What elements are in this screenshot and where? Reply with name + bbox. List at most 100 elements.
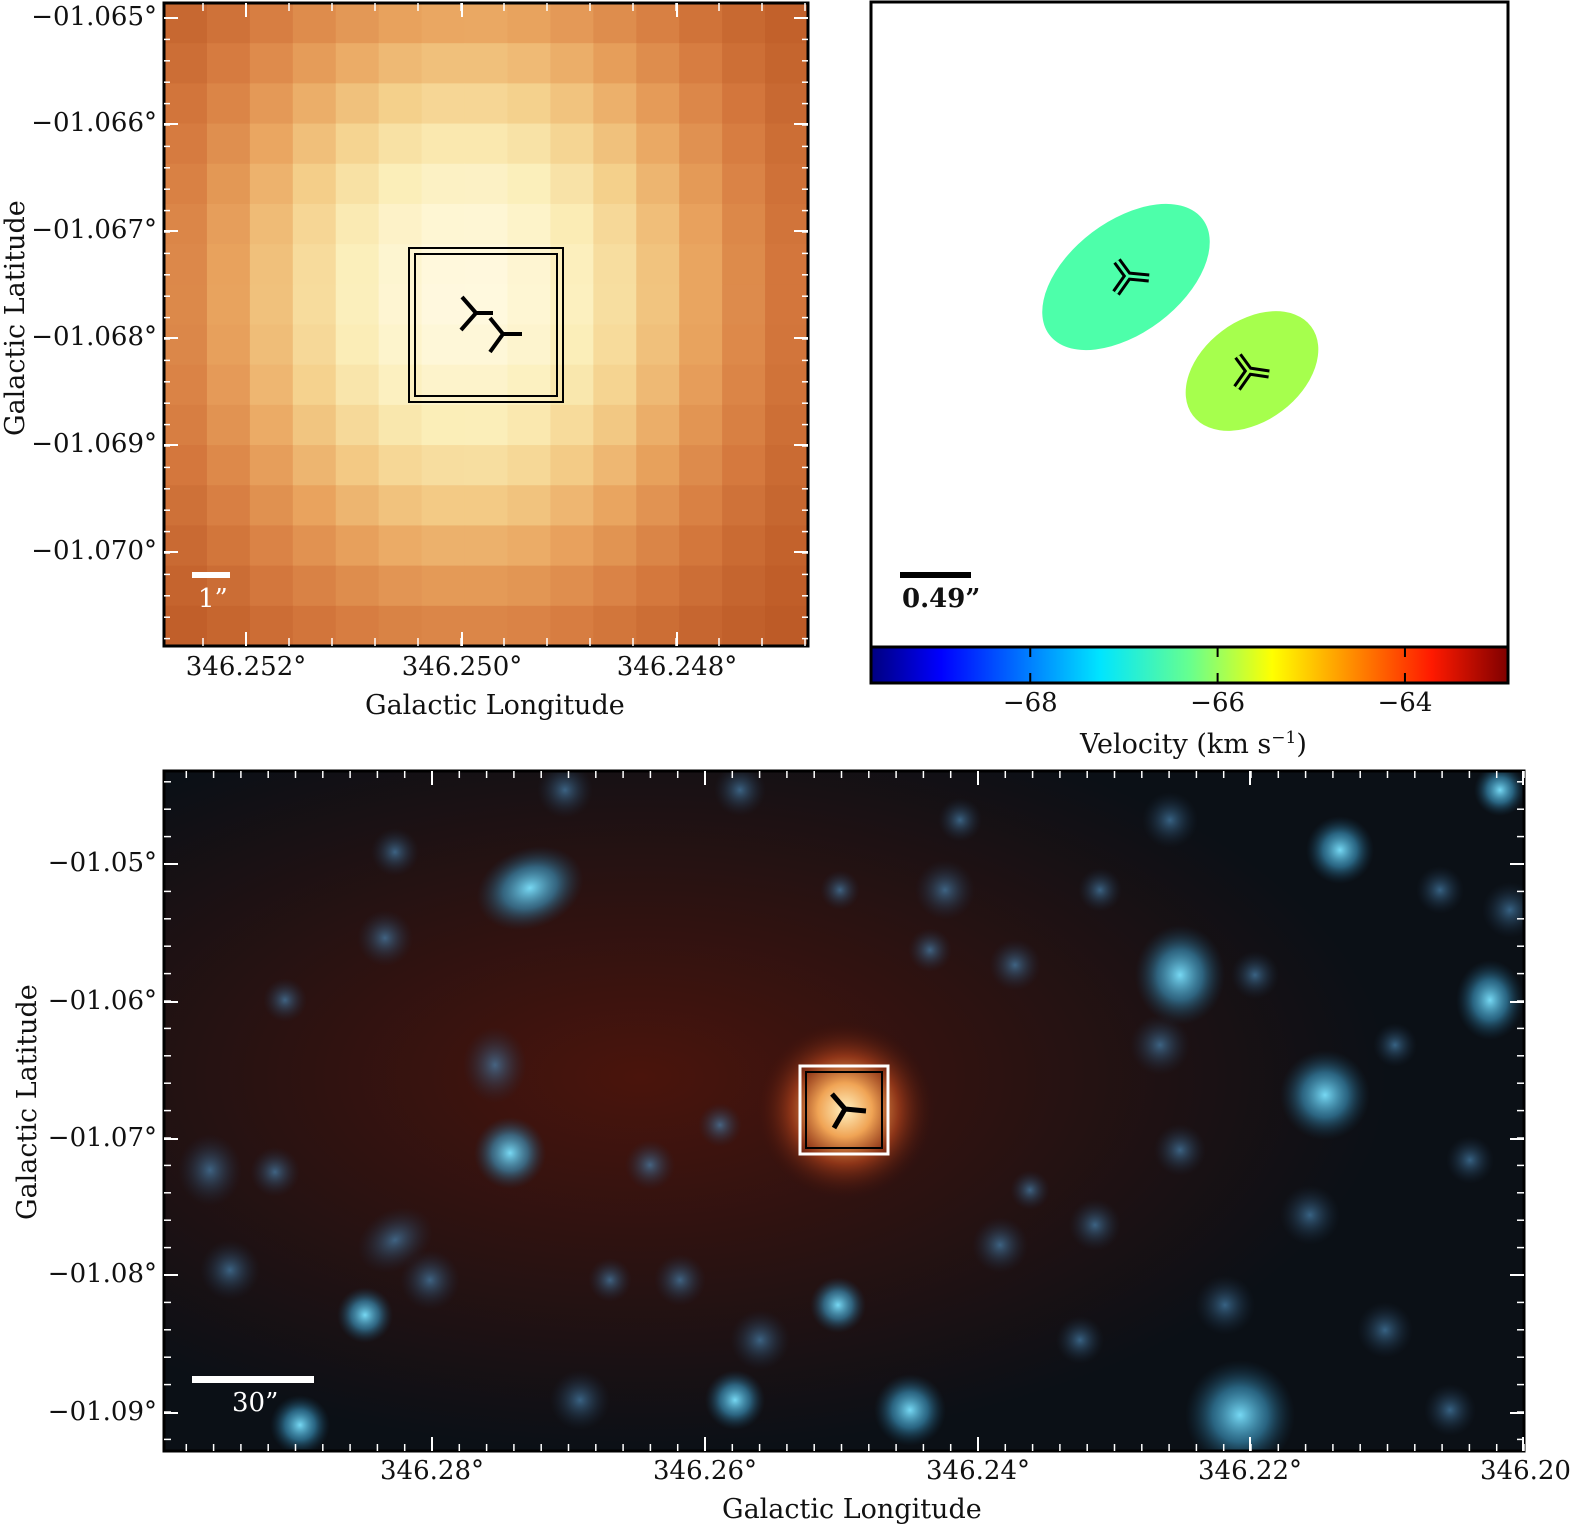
image-pixel [679,445,723,486]
star [1154,1124,1206,1176]
star [989,939,1041,991]
image-pixel [249,525,294,567]
image-pixel [765,123,809,165]
image-pixel [206,163,251,205]
image-pixel [636,445,680,486]
image-pixel [421,404,466,446]
image-pixel [378,605,423,647]
image-pixel [464,565,509,607]
image-pixel [335,445,380,486]
image-pixel [593,404,637,446]
image-pixel [249,3,294,44]
image-pixel [507,284,551,326]
image-pixel [765,605,809,647]
pixel-grid [164,3,809,647]
image-pixel [722,364,766,406]
image-pixel [550,123,594,165]
image-pixel [636,525,680,567]
image-pixel [679,324,723,366]
y-axis-title: Galactic Latitude [12,984,43,1220]
image-pixel [765,364,809,406]
image-pixel [765,565,809,607]
colorbar-tick-label: −66 [1190,688,1246,718]
star [1474,771,1524,816]
x-tick-label: 346.250° [401,652,523,682]
image-pixel [292,525,337,567]
image-pixel [593,525,637,567]
image-pixel [335,525,380,567]
image-pixel [722,83,766,125]
image-pixel [593,445,637,486]
x-tick-label: 346.252° [185,652,307,682]
star [337,1287,393,1343]
image-pixel [164,364,208,406]
image-pixel [679,163,723,205]
image-pixel [249,284,294,326]
image-pixel [593,605,637,647]
image-pixel [164,324,208,366]
image-pixel [378,43,423,84]
image-pixel [636,404,680,446]
image-pixel [421,445,466,486]
image-pixel [335,43,380,84]
star [400,1250,460,1310]
image-pixel [464,3,509,44]
source-box [408,247,564,403]
image-pixel [507,485,551,527]
image-pixel [593,3,637,44]
image-pixel [550,605,594,647]
star [714,771,766,816]
image-pixel [636,565,680,607]
star [1130,1015,1190,1075]
image-pixel [593,485,637,527]
image-pixel [249,485,294,527]
y-tick-label: −01.068° [31,322,157,352]
image-pixel [335,565,380,607]
image-pixel [292,324,337,366]
image-pixel [206,605,251,647]
image-pixel [464,525,509,567]
image-pixel [722,565,766,607]
image-pixel [335,324,380,366]
image-pixel [507,404,551,446]
colorbar-tick-label: −68 [1002,688,1058,718]
image-pixel [550,43,594,84]
x-tick-label: 346.24° [926,1456,1030,1486]
colorbar-title: Velocity (km s−1) [1080,728,1307,760]
image-pixel [507,324,551,366]
image-pixel [249,364,294,406]
image-pixel [722,284,766,326]
image-pixel [636,284,680,326]
image-pixel [464,364,509,406]
image-pixel [679,3,723,44]
star [705,1370,765,1430]
image-pixel [507,364,551,406]
image-pixel [378,404,423,446]
image-pixel [335,284,380,326]
zoom-image-panel: 1” −01.065° −01.066° −01.067° −01.068° −01.0… [0,0,860,740]
image-pixel [550,203,594,245]
image-pixel [421,244,466,285]
image-pixel [206,404,251,446]
image-pixel [378,3,423,44]
image-pixel [249,244,294,285]
image-pixel [636,324,680,366]
velocity-map-frame [869,0,1510,685]
star [1195,1275,1255,1335]
image-pixel [292,445,337,486]
image-pixel [292,404,337,446]
image-pixel [335,3,380,44]
velocity-colorbar [869,645,1510,685]
image-pixel [206,203,251,245]
image-pixel [206,83,251,125]
image-pixel [593,163,637,205]
x-tick-label: 346.20° [1480,1456,1570,1486]
image-pixel [593,364,637,406]
image-pixel [164,203,208,245]
x-tick-label: 346.22° [1198,1456,1302,1486]
scale-bar [192,572,230,578]
star [1185,1360,1295,1451]
image-pixel [593,284,637,326]
star [550,1370,610,1430]
image-pixel [679,83,723,125]
